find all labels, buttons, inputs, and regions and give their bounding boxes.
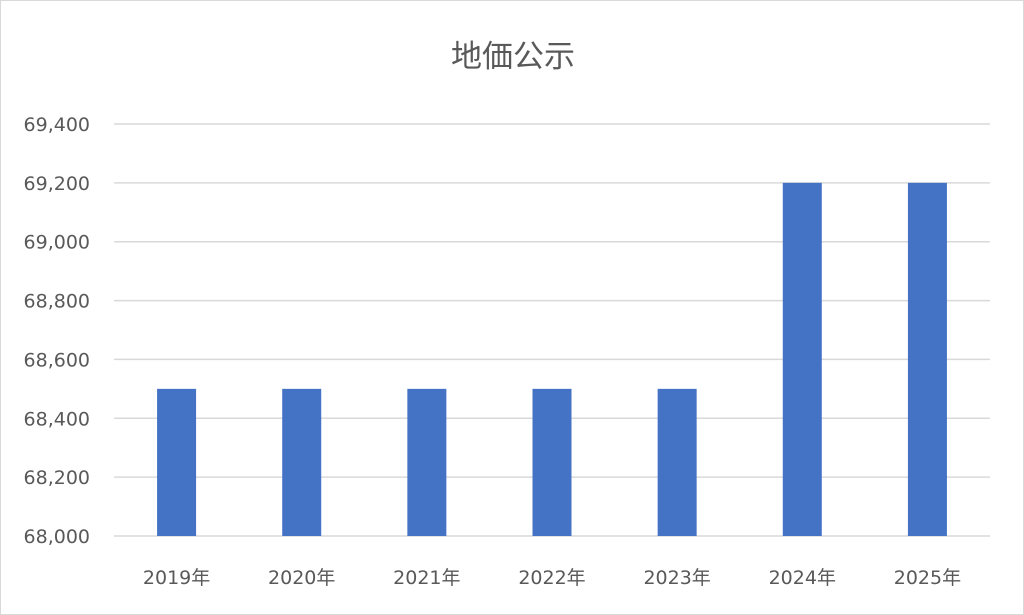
bar bbox=[657, 388, 697, 536]
x-tick-label: 2021年 bbox=[393, 567, 460, 589]
y-tick-label: 68,400 bbox=[24, 408, 90, 430]
bars bbox=[157, 182, 947, 536]
y-tick-label: 68,800 bbox=[24, 291, 90, 313]
bar bbox=[157, 388, 197, 536]
y-axis-labels: 68,000 68,200 68,400 68,600 68,800 69,000 69,2… bbox=[24, 114, 90, 548]
y-tick-label: 69,000 bbox=[24, 232, 90, 254]
bar bbox=[782, 182, 822, 536]
y-tick-label: 68,600 bbox=[24, 349, 90, 371]
bar bbox=[532, 388, 572, 536]
y-tick-label: 69,200 bbox=[24, 173, 90, 195]
bar bbox=[407, 388, 447, 536]
y-tick-label: 68,000 bbox=[24, 526, 90, 548]
y-tick-label: 69,400 bbox=[24, 114, 90, 136]
x-tick-label: 2024年 bbox=[769, 567, 836, 589]
x-tick-label: 2019年 bbox=[143, 567, 210, 589]
chart-title: 地価公示 bbox=[451, 39, 575, 75]
x-tick-label: 2025年 bbox=[894, 567, 961, 589]
x-tick-label: 2022年 bbox=[518, 567, 585, 589]
x-axis-labels: 2019年 2020年 2021年 2022年 2023年 2024年 2025年 bbox=[143, 567, 961, 589]
y-tick-label: 68,200 bbox=[24, 467, 90, 489]
bar bbox=[282, 388, 322, 536]
bar bbox=[907, 182, 947, 536]
x-tick-label: 2023年 bbox=[643, 567, 710, 589]
x-tick-label: 2020年 bbox=[268, 567, 335, 589]
